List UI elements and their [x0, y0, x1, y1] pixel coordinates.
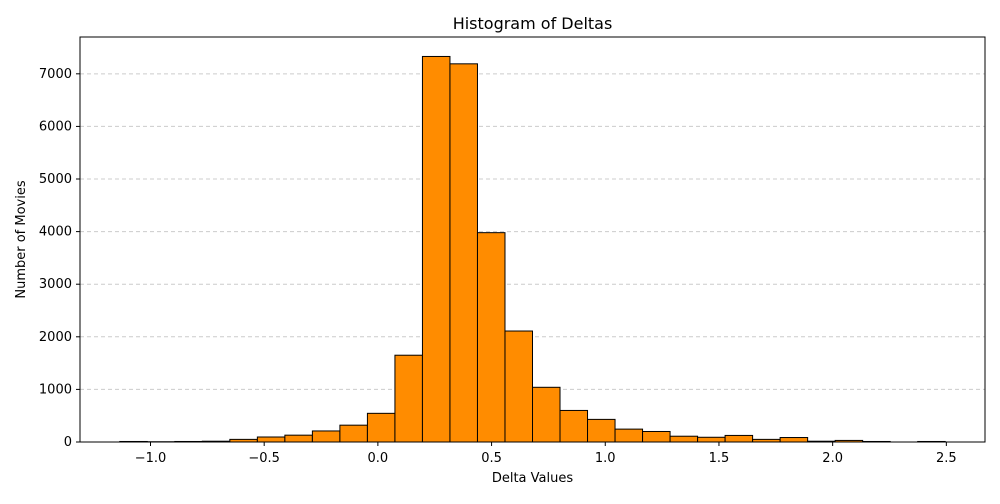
y-tick-label: 7000: [39, 67, 72, 82]
y-axis-label: Number of Movies: [14, 180, 29, 298]
y-tick-label: 1000: [39, 382, 72, 397]
histogram-bar: [533, 387, 561, 442]
histogram-bar: [395, 355, 423, 442]
x-tick-label: 1.5: [709, 451, 730, 466]
x-tick-label: 2.0: [822, 451, 843, 466]
chart-title: Histogram of Deltas: [453, 14, 613, 33]
histogram-bar: [285, 435, 313, 442]
y-tick-label: 4000: [39, 225, 72, 240]
x-tick-label: −1.0: [135, 451, 167, 466]
y-tick-label: 0: [64, 435, 72, 450]
histogram-bar: [340, 425, 368, 442]
y-tick-label: 6000: [39, 119, 72, 134]
histogram-bar: [588, 419, 616, 442]
histogram-bar: [505, 331, 533, 442]
x-axis-label: Delta Values: [492, 471, 574, 486]
histogram-bar: [257, 437, 285, 442]
x-tick-label: 0.5: [481, 451, 502, 466]
histogram-bar: [450, 64, 478, 442]
x-tick-label: −0.5: [248, 451, 280, 466]
histogram-bar: [643, 431, 671, 442]
histogram-bar: [422, 56, 450, 442]
x-tick-label: 2.5: [936, 451, 957, 466]
bars-layer: [120, 56, 945, 442]
histogram-bar: [312, 431, 340, 442]
histogram-bar: [560, 410, 588, 442]
histogram-bar: [615, 429, 643, 442]
histogram-bar: [477, 233, 505, 442]
histogram-bar: [670, 436, 698, 442]
y-tick-label: 5000: [39, 172, 72, 187]
histogram-bar: [698, 437, 726, 442]
x-tick-label: 1.0: [595, 451, 616, 466]
y-tick-label: 3000: [39, 277, 72, 292]
x-tick-label: 0.0: [368, 451, 389, 466]
histogram-bar: [725, 435, 753, 442]
y-tick-label: 2000: [39, 330, 72, 345]
histogram-bar: [367, 413, 395, 442]
histogram-bar: [780, 438, 808, 442]
